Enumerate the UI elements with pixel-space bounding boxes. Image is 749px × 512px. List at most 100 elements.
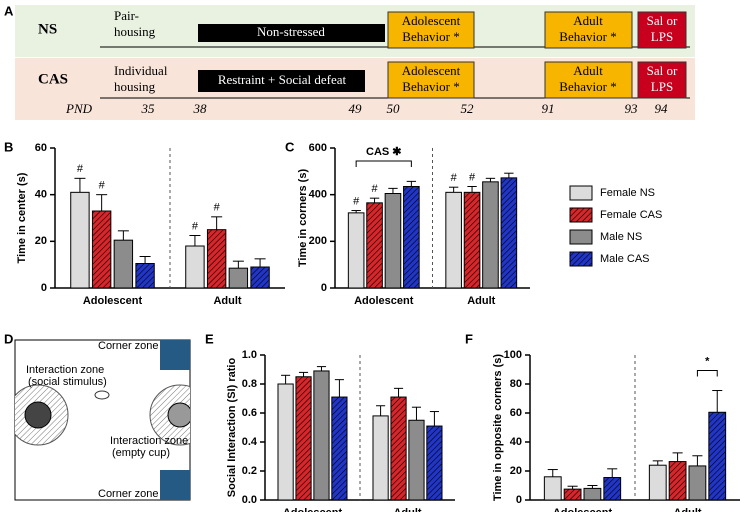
y-tick-label: 20	[35, 235, 47, 247]
pnd-day: 50	[387, 101, 401, 116]
bar	[313, 370, 330, 501]
bar	[347, 212, 365, 289]
bar	[250, 266, 270, 289]
injection-box	[637, 61, 687, 99]
error-bar	[547, 469, 558, 477]
bar	[331, 396, 348, 501]
y-tick-label: 0.2	[242, 465, 257, 477]
y-tick-label: 100	[504, 349, 522, 361]
bar	[543, 476, 562, 501]
legend-swatch	[569, 185, 593, 201]
panel-letter: C	[285, 139, 295, 154]
annotation: #	[353, 195, 360, 207]
error-bar	[189, 235, 201, 246]
error-bar	[96, 194, 108, 211]
pnd-day: 38	[193, 101, 208, 116]
bar	[206, 229, 227, 289]
error-bar	[406, 180, 417, 187]
zone-label: (empty cup)	[112, 447, 170, 459]
behavior-label: Adult	[573, 13, 603, 28]
injection-box	[637, 11, 687, 49]
error-bar	[351, 210, 361, 213]
y-axis-label: Time in opposite corners (s)	[492, 354, 504, 501]
error-bar	[232, 260, 244, 269]
housing-label: Individual	[114, 63, 168, 78]
error-bar	[429, 411, 439, 427]
bar	[463, 191, 481, 289]
pnd-day: 35	[141, 101, 156, 116]
error-bar	[369, 197, 380, 203]
y-tick-label: 40	[35, 189, 47, 201]
error-bar	[672, 452, 683, 462]
x-tick-label: Adult	[393, 507, 421, 512]
error-bar	[504, 172, 514, 178]
pnd-day: 91	[542, 101, 555, 116]
bar	[583, 487, 602, 501]
bar	[372, 415, 389, 501]
legend-swatch	[569, 251, 593, 267]
y-tick-label: 0	[321, 282, 327, 294]
error-bar	[652, 460, 663, 466]
y-tick-label: 40	[510, 436, 522, 448]
arena: D Corner zone Interaction zone (social s…	[4, 331, 191, 501]
bar	[708, 411, 727, 501]
mouse-icon	[94, 390, 110, 400]
y-tick-label: 0.0	[242, 494, 257, 506]
behavior-label: Adolescent	[402, 13, 461, 28]
y-axis-label: Time in center (s)	[16, 172, 28, 263]
y-tick-label: 60	[510, 407, 522, 419]
behavior-label: Behavior *	[402, 29, 459, 44]
bar	[390, 396, 407, 501]
pnd-day: 93	[625, 101, 639, 116]
pnd-day: 52	[461, 101, 475, 116]
y-tick-label: 600	[309, 142, 327, 154]
bar	[668, 461, 687, 501]
empty-cup	[167, 402, 190, 428]
annotation: #	[371, 183, 378, 195]
zone-label: (social stimulus)	[28, 376, 107, 388]
injection-label: LPS	[651, 79, 673, 94]
x-tick-label: Adolescent	[354, 295, 414, 307]
x-tick-label: Adult	[213, 295, 241, 307]
error-bar	[74, 177, 86, 193]
behavior-box	[544, 11, 633, 49]
bar	[91, 210, 112, 289]
bar	[648, 464, 667, 501]
legend-swatch	[569, 207, 593, 223]
panel-letter: F	[465, 331, 473, 346]
behavior-label: Adolescent	[402, 63, 461, 78]
injection-label: Sal or	[647, 13, 678, 28]
significance-bracket	[355, 160, 412, 167]
error-bar	[587, 485, 598, 489]
behavior-label: Adult	[573, 63, 603, 78]
y-axis-label: Time in corners (s)	[297, 169, 309, 268]
group-label: CAS	[38, 71, 68, 87]
stimulus-cup	[24, 401, 52, 429]
bar	[113, 239, 134, 289]
legend-label: Male CAS	[600, 253, 650, 265]
error-bar	[117, 230, 129, 241]
timeline: A NS Pair- housing Non-stressed Adolesce…	[4, 3, 695, 120]
pnd-day: 49	[349, 101, 363, 116]
error-bar	[254, 258, 266, 267]
bar	[688, 465, 707, 501]
error-bar	[692, 455, 703, 466]
error-bar	[281, 374, 291, 384]
housing-label: housing	[114, 79, 156, 94]
behavior-label: Behavior *	[559, 29, 616, 44]
stress-bar	[198, 24, 385, 42]
group-label: NS	[38, 21, 57, 37]
annotation: #	[214, 202, 221, 214]
error-bar	[467, 186, 477, 193]
error-bar	[388, 187, 398, 194]
bar	[135, 263, 155, 289]
bar	[426, 425, 443, 501]
stress-label: Restraint + Social defeat	[218, 72, 347, 87]
x-tick-label: Adolescent	[553, 507, 613, 512]
bar	[603, 477, 622, 501]
stress-bar	[198, 70, 365, 92]
panel-letter: D	[4, 331, 13, 346]
corner-zone	[160, 470, 190, 500]
x-tick-label: Adolescent	[283, 507, 343, 512]
